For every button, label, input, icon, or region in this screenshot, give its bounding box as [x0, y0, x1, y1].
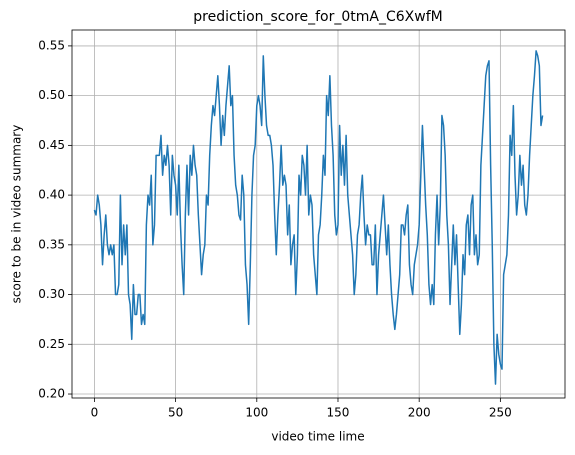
y-axis-label: score to be in video summary	[10, 125, 24, 304]
x-axis-label: video time lime	[271, 430, 364, 444]
plot-frame	[71, 29, 566, 399]
y-tick-label: 0.35	[38, 237, 65, 251]
y-tick-label: 0.45	[38, 138, 65, 152]
y-tick-label: 0.50	[38, 88, 65, 102]
chart-title: prediction_score_for_0tmA_C6XwfM	[193, 9, 442, 25]
y-tick-label: 0.25	[38, 337, 65, 351]
x-tick-label: 250	[489, 406, 512, 420]
x-tick-label: 0	[91, 406, 99, 420]
x-tick-label: 150	[327, 406, 350, 420]
y-tick-label: 0.55	[38, 38, 65, 52]
y-tick-label: 0.30	[38, 287, 65, 301]
x-tick-label: 100	[245, 406, 268, 420]
y-tick-label: 0.40	[38, 188, 65, 202]
data-line	[93, 50, 544, 385]
y-tick-label: 0.20	[38, 387, 65, 401]
x-tick-label: 200	[408, 406, 431, 420]
x-tick-label: 50	[168, 406, 183, 420]
